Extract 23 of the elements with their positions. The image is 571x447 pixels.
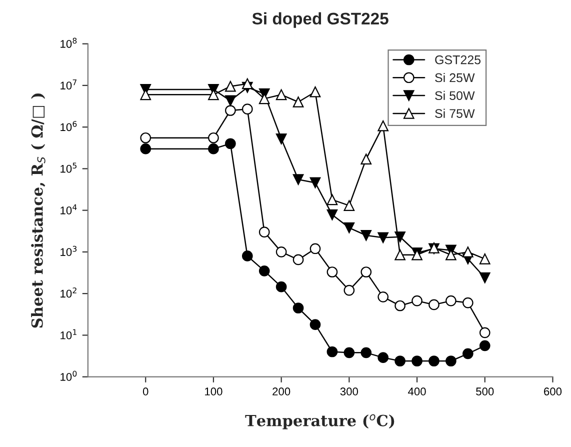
x-tick-label: 100 bbox=[205, 388, 222, 396]
y-tick-label: 10$^{7}$ bbox=[60, 79, 76, 90]
x-tick-label: 200 bbox=[272, 388, 290, 396]
chart-title: Si doped GST225 bbox=[252, 12, 388, 28]
x-tick-label: 0 bbox=[142, 388, 148, 396]
legend-label: Si 50W bbox=[435, 90, 475, 100]
x-tick-label: 600 bbox=[544, 388, 562, 396]
y-tick-label: 10$^{0}$ bbox=[60, 370, 77, 381]
x-axis-title: Temperature ($^{o}$C) bbox=[245, 414, 394, 430]
y-tick-label: 10$^{8}$ bbox=[60, 38, 77, 48]
y-tick-label: 10$^{2}$ bbox=[60, 287, 76, 298]
y-axis-title: Sheet resistance, R$_{S}$ ( Ω/□ ) bbox=[31, 94, 46, 328]
legend-label: Si 75W bbox=[435, 108, 475, 118]
x-tick-label: 400 bbox=[408, 388, 426, 396]
y-tick-label: 10$^{6}$ bbox=[60, 120, 77, 132]
legend-label: Si 25W bbox=[435, 72, 475, 82]
y-tick-label: 10$^{3}$ bbox=[60, 246, 77, 256]
y-tick-label: 10$^{5}$ bbox=[60, 162, 76, 173]
y-tick-label: 10$^{4}$ bbox=[60, 204, 77, 214]
legend-label: GST225 bbox=[435, 55, 481, 64]
x-tick-label: 300 bbox=[340, 388, 358, 396]
y-tick-label: 10$^{1}$ bbox=[60, 329, 76, 340]
x-tick-label: 500 bbox=[476, 388, 494, 396]
